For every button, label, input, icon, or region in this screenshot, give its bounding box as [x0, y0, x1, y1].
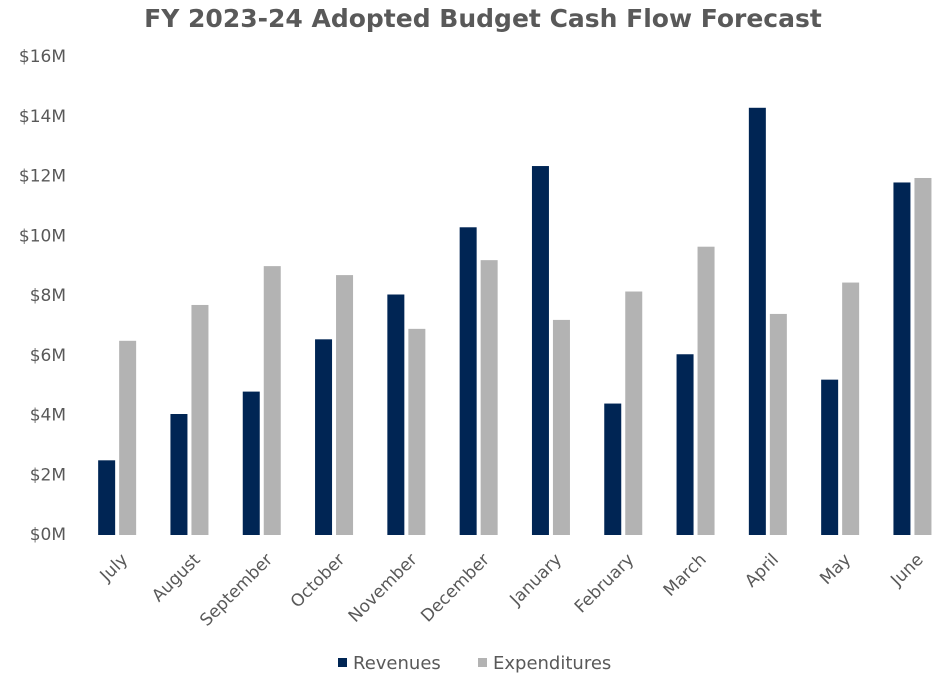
x-tick-label: May — [816, 550, 855, 589]
x-tick-label: June — [886, 550, 927, 591]
x-tick-label: November — [345, 550, 422, 627]
bar — [170, 414, 188, 535]
x-tick-label: August — [148, 550, 204, 606]
legend-label: Revenues — [353, 653, 441, 674]
bar — [459, 227, 477, 535]
y-tick-label: $8M — [30, 286, 66, 306]
bar — [552, 319, 570, 535]
bar — [697, 246, 715, 536]
bar — [676, 354, 694, 535]
bar — [119, 340, 137, 535]
bar — [480, 260, 498, 535]
bar — [191, 304, 209, 535]
x-tick-label: December — [417, 550, 493, 626]
legend-swatch — [478, 658, 487, 667]
legend-label: Expenditures — [493, 653, 611, 674]
x-tick-label: March — [660, 550, 711, 601]
bar — [625, 291, 643, 535]
x-tick-label: February — [571, 550, 638, 617]
y-tick-label: $14M — [19, 107, 66, 127]
x-tick-label: July — [96, 550, 132, 586]
bar — [336, 275, 354, 535]
chart-title: FY 2023-24 Adopted Budget Cash Flow Fore… — [144, 4, 822, 33]
y-tick-label: $12M — [19, 167, 66, 187]
x-tick-label: October — [287, 550, 349, 612]
bar — [821, 379, 839, 535]
y-tick-label: $16M — [19, 47, 66, 67]
bar — [242, 391, 260, 535]
y-tick-label: $10M — [19, 226, 66, 246]
bar — [842, 282, 860, 535]
x-tick-label: January — [506, 550, 566, 610]
bar — [769, 313, 787, 535]
x-tick-label: April — [741, 550, 783, 592]
y-tick-label: $6M — [30, 346, 66, 366]
bar — [408, 328, 426, 535]
bar — [893, 182, 911, 535]
y-tick-label: $4M — [30, 406, 66, 426]
bar — [531, 166, 549, 535]
bar — [387, 294, 405, 535]
x-tick-label: September — [196, 550, 277, 631]
bar — [914, 177, 932, 535]
bar — [98, 460, 116, 535]
bar — [604, 403, 622, 535]
legend-swatch — [338, 658, 347, 667]
y-tick-label: $2M — [30, 465, 66, 485]
bar — [748, 107, 766, 535]
bar — [263, 266, 281, 535]
bar — [315, 339, 333, 535]
y-tick-label: $0M — [30, 525, 66, 545]
